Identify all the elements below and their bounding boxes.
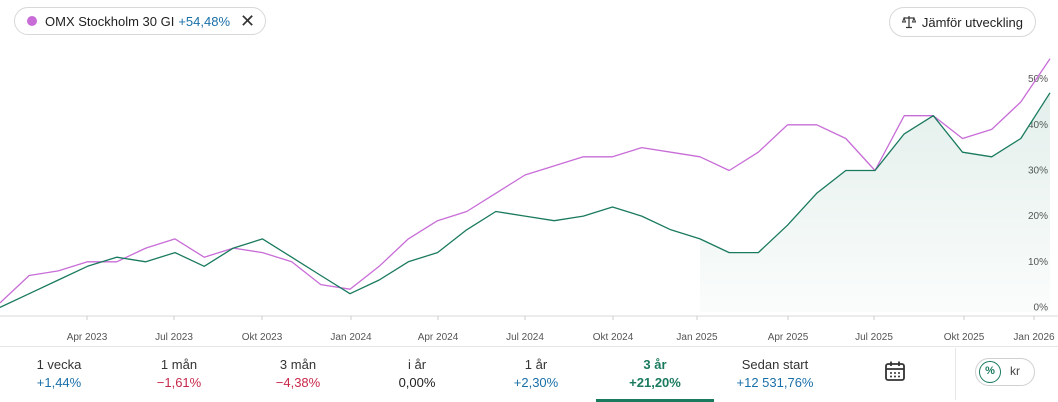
compare-button[interactable]: Jämför utveckling (888, 7, 1036, 37)
x-tick-label: Apr 2025 (768, 332, 809, 343)
x-tick-label: Jan 2025 (676, 332, 718, 343)
index-compare-chip[interactable]: OMX Stockholm 30 GI +54,48% ✕ (14, 7, 267, 35)
compare-button-label: Jämför utveckling (921, 14, 1023, 30)
period-label: i år (407, 357, 427, 372)
x-tick-label: Jan 2026 (1013, 332, 1055, 343)
period-label: Sedan start (741, 357, 809, 372)
period-3-years[interactable]: 3 år +21,20% (596, 347, 714, 402)
percent-option[interactable]: % (979, 361, 1001, 383)
x-tick-label: Okt 2025 (944, 332, 985, 343)
period-value: +2,30% (513, 375, 559, 390)
close-icon[interactable]: ✕ (240, 11, 256, 31)
period-value: −1,61% (156, 375, 202, 390)
period-ytd[interactable]: i år 0,00% (358, 347, 476, 402)
y-tick-label: 50% (1028, 74, 1048, 85)
period-label: 3 år (643, 357, 667, 372)
series-area (700, 92, 1050, 312)
x-tick-label: Okt 2024 (593, 332, 634, 343)
period-since-start[interactable]: Sedan start +12 531,76% (716, 347, 834, 402)
index-color-dot (27, 16, 37, 26)
period-value: −4,38% (275, 375, 321, 390)
unit-toggle[interactable]: % kr (975, 358, 1035, 386)
period-3-months[interactable]: 3 mån −4,38% (239, 347, 357, 402)
x-tick-label: Apr 2024 (418, 332, 459, 343)
period-1-week[interactable]: 1 vecka +1,44% (0, 347, 118, 402)
period-value: +1,44% (36, 375, 82, 390)
series-line-fund (0, 92, 1051, 308)
divider (955, 348, 956, 400)
index-name: OMX Stockholm 30 GI (45, 13, 175, 29)
x-tick-label: Jul 2023 (155, 332, 193, 343)
x-tick-label: Jul 2024 (506, 332, 544, 343)
period-label: 1 år (524, 357, 548, 372)
index-change: +54,48% (178, 13, 231, 29)
period-1-month[interactable]: 1 mån −1,61% (120, 347, 238, 402)
period-label: 1 mån (160, 357, 198, 372)
x-tick-label: Okt 2023 (242, 332, 283, 343)
period-value: +21,20% (629, 375, 681, 390)
period-selector: 1 vecka +1,44% 1 mån −1,61% 3 mån −4,38%… (0, 346, 1058, 402)
period-1-year[interactable]: 1 år +2,30% (477, 347, 595, 402)
x-tick-label: Apr 2023 (67, 332, 108, 343)
period-label: 1 vecka (36, 357, 82, 372)
x-tick-label: Jul 2025 (855, 332, 893, 343)
scale-icon (901, 16, 916, 29)
currency-option[interactable]: kr (1010, 364, 1020, 378)
calendar-icon[interactable] (884, 360, 906, 382)
period-value: 0,00% (398, 375, 436, 390)
x-tick-label: Jan 2024 (330, 332, 372, 343)
period-value: +12 531,76% (736, 375, 814, 390)
period-label: 3 mån (279, 357, 317, 372)
